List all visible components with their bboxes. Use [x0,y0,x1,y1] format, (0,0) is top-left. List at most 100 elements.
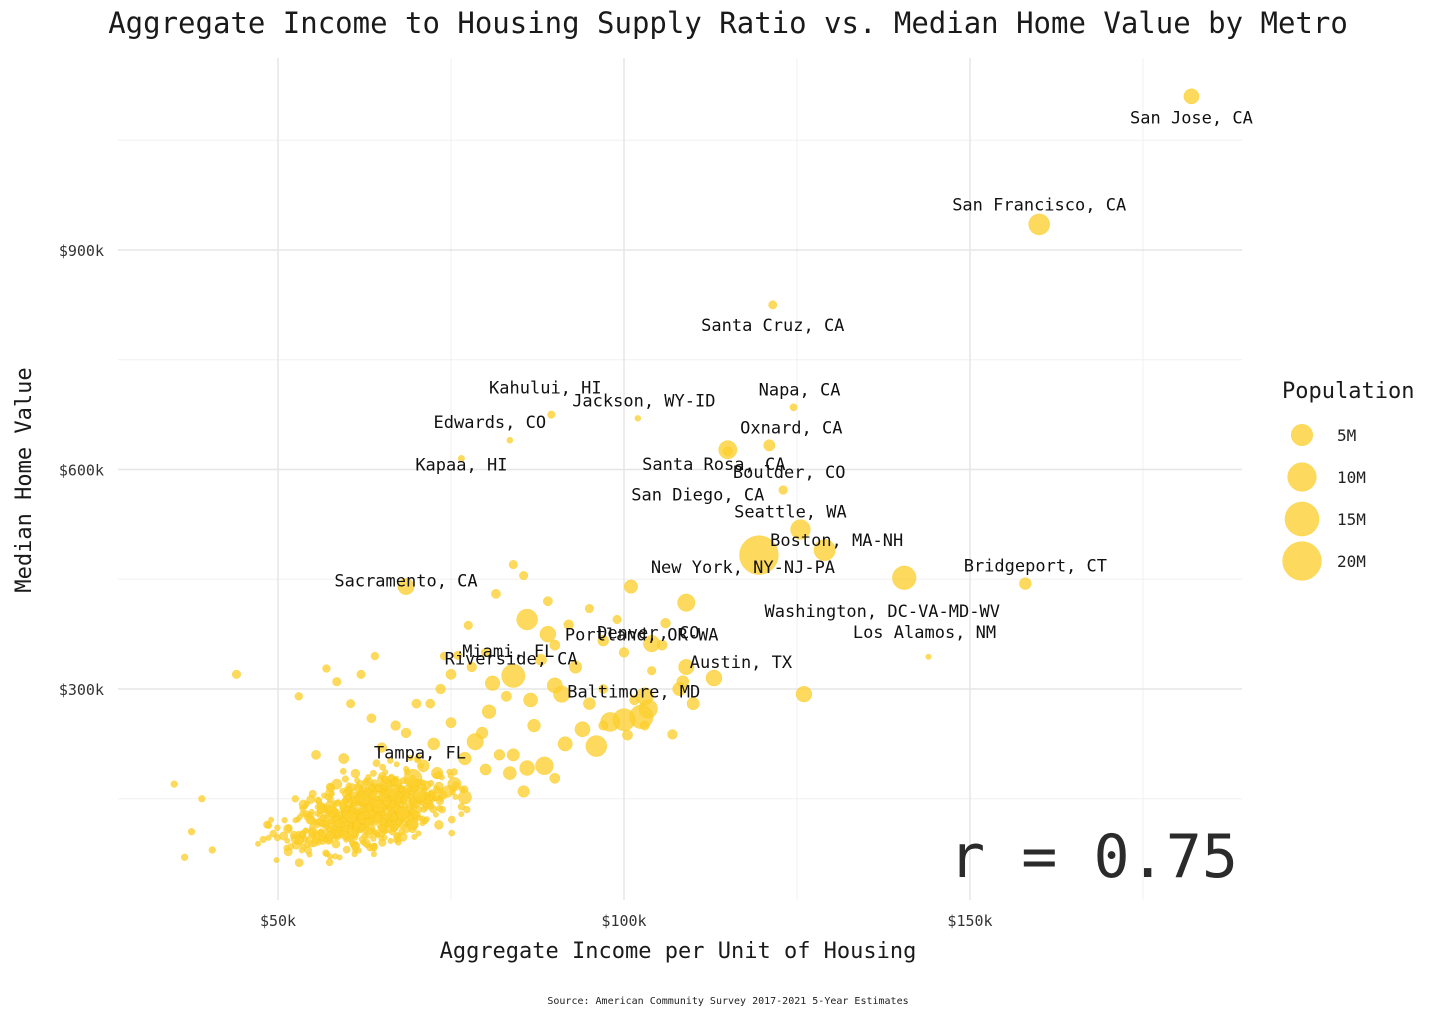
metro-point [366,713,377,724]
metro-point [208,846,216,854]
metro-point [539,625,557,643]
metro-point [324,819,331,826]
metro-point [415,805,423,813]
metro-point [457,803,466,811]
metro-point [386,785,399,798]
metro-point [356,669,366,679]
metro-point [647,666,657,676]
metro-label: Santa Rosa, CA [642,455,785,475]
metro-point [432,811,439,818]
metro-point [660,617,671,629]
correlation-annotation: r = 0.75 [949,822,1238,892]
metro-point [431,767,444,780]
metro-point [342,824,349,832]
metro-point [322,664,331,673]
metro-point [435,683,446,695]
metro-point [358,793,371,805]
metro-point [351,850,358,858]
source-note: Source: American Community Survey 2017-2… [547,996,909,1007]
metro-point [519,760,535,776]
labeled-metro-point [506,436,514,444]
metro-point [294,858,304,868]
metro-point [360,785,367,792]
metro-point [255,840,262,847]
metro-point [519,571,529,581]
metro-point [557,736,573,752]
metro-point [574,721,591,738]
metro-point [324,800,336,812]
metro-point [390,720,401,731]
metro-point [367,827,374,835]
metro-point [290,830,298,839]
metro-point [393,761,400,768]
metro-label: Edwards, CO [434,413,547,433]
metro-point [407,818,419,831]
metro-point [328,812,335,819]
x-tick-label: $150k [947,912,992,930]
metro-point [425,698,436,709]
metro-point [423,802,430,809]
metro-point [274,824,281,832]
metro-point [281,817,288,824]
metro-point [411,833,418,840]
metro-point [332,677,342,687]
metro-point [439,651,449,661]
labeled-metro-point [925,653,932,660]
labeled-metro-point [768,300,778,310]
metro-point [481,704,497,719]
metro-point [678,659,695,676]
metro-label: Jackson, WY-ID [572,391,715,411]
metro-point [307,829,315,836]
metro-point [411,698,422,709]
metro-label: San Diego, CA [631,486,764,506]
metro-point [393,779,403,788]
metro-point [368,811,376,818]
metro-point [273,857,280,864]
metro-point [339,787,346,794]
metro-point [198,795,206,803]
metro-point [400,727,412,739]
metro-point [500,690,512,702]
metro-point [463,620,473,630]
metro-point [436,805,443,812]
metro-point [311,749,321,760]
labeled-metro-point [778,485,788,495]
metro-point [327,853,334,860]
metro-label: Oxnard, CA [740,418,842,438]
metro-point [345,801,352,808]
metro-point [348,783,357,792]
metro-point [546,677,563,694]
metro-label: Kahului, HI [489,379,602,399]
labeled-metro-point [457,455,465,462]
y-tick-label: $900k [59,242,104,260]
metro-point [294,692,303,701]
metro-point [447,815,456,824]
metro-point [320,814,326,821]
labeled-metro-point [1019,577,1032,590]
metro-point [535,756,554,776]
metro-point [367,784,375,792]
metro-point [491,588,501,599]
metro-point [187,828,196,836]
metro-point [325,831,335,841]
labeled-metro-point [403,768,423,788]
metro-point [381,782,389,790]
metro-point [441,785,454,798]
metro-point [180,853,189,861]
metro-point [373,814,383,823]
metro-point [296,813,303,820]
metro-label: Napa, CA [759,380,841,400]
metro-point [170,780,178,788]
metro-point [583,697,596,710]
metro-point [598,720,609,731]
metro-point [387,774,394,782]
metro-point [407,755,414,762]
metro-label: Los Alamos, NM [853,623,996,643]
labeled-metro-point [790,519,811,540]
metro-point [410,798,417,805]
metro-point [370,851,377,858]
metro-point [598,684,609,694]
legend-key-circle [1282,541,1322,581]
metro-label: Seattle, WA [734,502,847,522]
metro-point [358,805,367,814]
